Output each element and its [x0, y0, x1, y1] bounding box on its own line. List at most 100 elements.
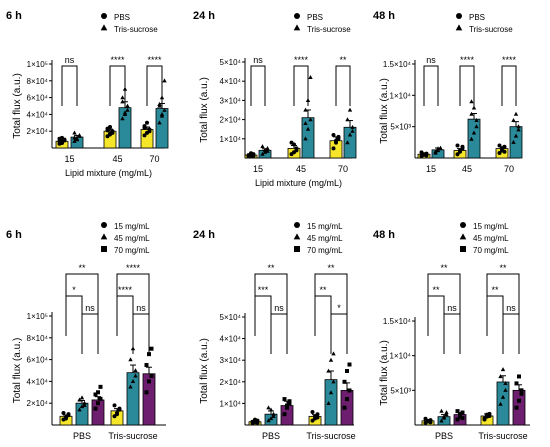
data-point	[77, 397, 82, 402]
data-point	[502, 149, 507, 154]
data-point	[438, 145, 443, 150]
data-point	[428, 420, 433, 425]
data-point	[331, 379, 336, 384]
y-tick-label: 5×10⁴	[220, 58, 242, 67]
panel-label: 6 h	[6, 229, 22, 241]
legend-label: 45 mg/mL	[473, 234, 509, 243]
significance-bracket	[132, 313, 150, 354]
y-tick-label: 5×10³	[390, 123, 411, 132]
data-point	[268, 407, 274, 412]
significance-bracket	[116, 273, 150, 314]
data-point	[471, 105, 477, 110]
data-point	[458, 148, 462, 153]
y-tick-label: 1×10⁴	[220, 135, 242, 144]
data-point	[157, 120, 162, 125]
data-point	[435, 146, 441, 151]
significance-bracket	[423, 65, 439, 106]
data-point	[331, 146, 336, 151]
data-point	[72, 130, 77, 135]
significance-bracket	[330, 313, 348, 354]
significance-bracket	[486, 295, 504, 336]
significance-bracket	[443, 313, 461, 354]
x-tick-label: Tris-sucrose	[478, 431, 527, 441]
x-tick-label: 15	[426, 164, 436, 174]
data-point	[455, 152, 460, 157]
y-tick-label: 8×10⁴	[27, 77, 49, 86]
data-point	[249, 151, 253, 156]
data-point	[159, 113, 165, 118]
significance-label: ns	[136, 303, 146, 313]
y-tick-label: 1×10⁴	[220, 399, 242, 408]
significance-bracket	[486, 273, 520, 314]
data-point	[285, 405, 289, 410]
legend-label: Tris-sucrose	[469, 25, 513, 34]
x-tick-label: PBS	[262, 431, 280, 441]
data-point	[511, 139, 516, 144]
data-point	[455, 409, 460, 414]
data-point	[66, 412, 71, 417]
y-tick-label: 1×10⁵	[27, 312, 48, 321]
significance-bracket	[314, 273, 348, 314]
x-tick-label: 70	[338, 164, 348, 174]
panel-label: 24 h	[193, 10, 215, 22]
data-point	[108, 132, 112, 137]
data-point	[133, 373, 138, 378]
panel-label: 48 h	[373, 10, 395, 22]
data-point	[266, 405, 271, 410]
data-point	[498, 401, 503, 406]
data-point	[469, 111, 474, 116]
y-tick-label: 1.5×10⁴	[383, 60, 412, 69]
data-point	[77, 133, 82, 138]
y-axis-title: Total flux (a.u.)	[199, 338, 210, 404]
data-point	[82, 402, 87, 407]
significance-label: **	[267, 263, 275, 273]
data-point	[149, 373, 154, 378]
data-point	[144, 390, 149, 395]
data-point	[61, 411, 66, 416]
data-point	[498, 374, 503, 379]
significance-label: **	[339, 55, 347, 65]
data-point	[458, 412, 462, 417]
significance-label: ns	[85, 303, 95, 313]
data-point	[122, 110, 128, 115]
data-point	[519, 391, 524, 396]
legend-marker-circle	[294, 13, 300, 19]
significance-label: ns	[274, 303, 284, 313]
legend-marker-triangle	[293, 233, 301, 240]
legend-label: 70 mg/mL	[114, 246, 150, 255]
data-point	[342, 405, 347, 410]
legend-label: 15 mg/mL	[307, 222, 343, 231]
y-tick-label: 4×10⁴	[27, 377, 49, 386]
significance-label: *	[72, 285, 76, 295]
significance-label: **	[78, 263, 86, 273]
significance-label: **	[319, 285, 327, 295]
legend-marker-circle	[101, 222, 107, 228]
significance-label: **	[327, 263, 335, 273]
data-point	[147, 352, 151, 357]
data-point	[516, 124, 521, 129]
data-point	[347, 388, 352, 393]
data-point	[433, 149, 438, 154]
panel-label: 6 h	[6, 10, 22, 22]
x-tick-label: Tris-sucrose	[108, 431, 157, 441]
data-point	[517, 398, 521, 403]
data-point	[347, 362, 352, 367]
significance-bracket	[314, 295, 332, 336]
significance-label: ****	[294, 55, 309, 65]
x-tick-label: 45	[112, 154, 122, 164]
x-tick-label: 45	[296, 164, 306, 174]
data-point	[503, 381, 508, 385]
significance-bracket	[65, 295, 83, 336]
data-point	[342, 379, 347, 384]
data-point	[439, 408, 444, 413]
y-axis-title: Total flux (a.u.)	[12, 73, 23, 139]
data-point	[117, 407, 122, 412]
data-point	[326, 368, 331, 373]
data-point	[347, 107, 353, 112]
legend-marker-triangle	[100, 233, 108, 240]
significance-bracket	[254, 273, 288, 314]
data-point	[79, 404, 85, 409]
y-tick-label: 1×10⁵	[27, 60, 48, 69]
data-point	[500, 394, 506, 399]
data-point	[112, 403, 117, 408]
